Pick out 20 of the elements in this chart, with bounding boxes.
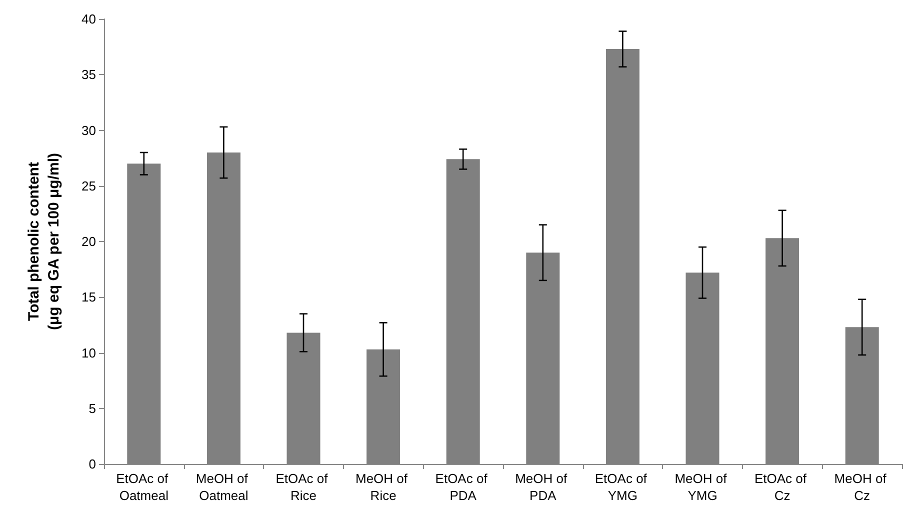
y-tick-label: 5 xyxy=(88,400,96,416)
x-tick-label: MeOH of YMG xyxy=(674,471,730,503)
x-tick-label: EtOAc of Oatmeal xyxy=(116,471,172,503)
x-tick-label: EtOAc of YMG xyxy=(594,471,651,503)
x-tick-label: MeOH of Oatmeal xyxy=(196,471,252,503)
x-tick-label: MeOH of Rice xyxy=(355,471,412,503)
y-tick-label: 30 xyxy=(82,122,96,138)
y-tick-label: 20 xyxy=(82,234,96,249)
y-tick-label: 15 xyxy=(82,290,96,305)
x-tick-label: MeOH of PDA xyxy=(515,471,571,503)
y-axis-title: Total phenolic content (μg eq GA per 100 μg/ml) xyxy=(26,153,62,330)
y-tick-label: 10 xyxy=(82,345,96,360)
x-tick-label: EtOAc of Rice xyxy=(276,471,332,503)
x-tick-label: EtOAc of PDA xyxy=(435,471,491,503)
y-tick-label: 0 xyxy=(88,456,96,472)
y-tick-label: 25 xyxy=(82,178,96,194)
y-tick-label: 40 xyxy=(82,12,96,26)
y-tick-label: 35 xyxy=(82,67,96,82)
x-tick-label: MeOH of Cz xyxy=(834,471,890,503)
x-tick-label: EtOAc of Cz xyxy=(754,471,810,503)
